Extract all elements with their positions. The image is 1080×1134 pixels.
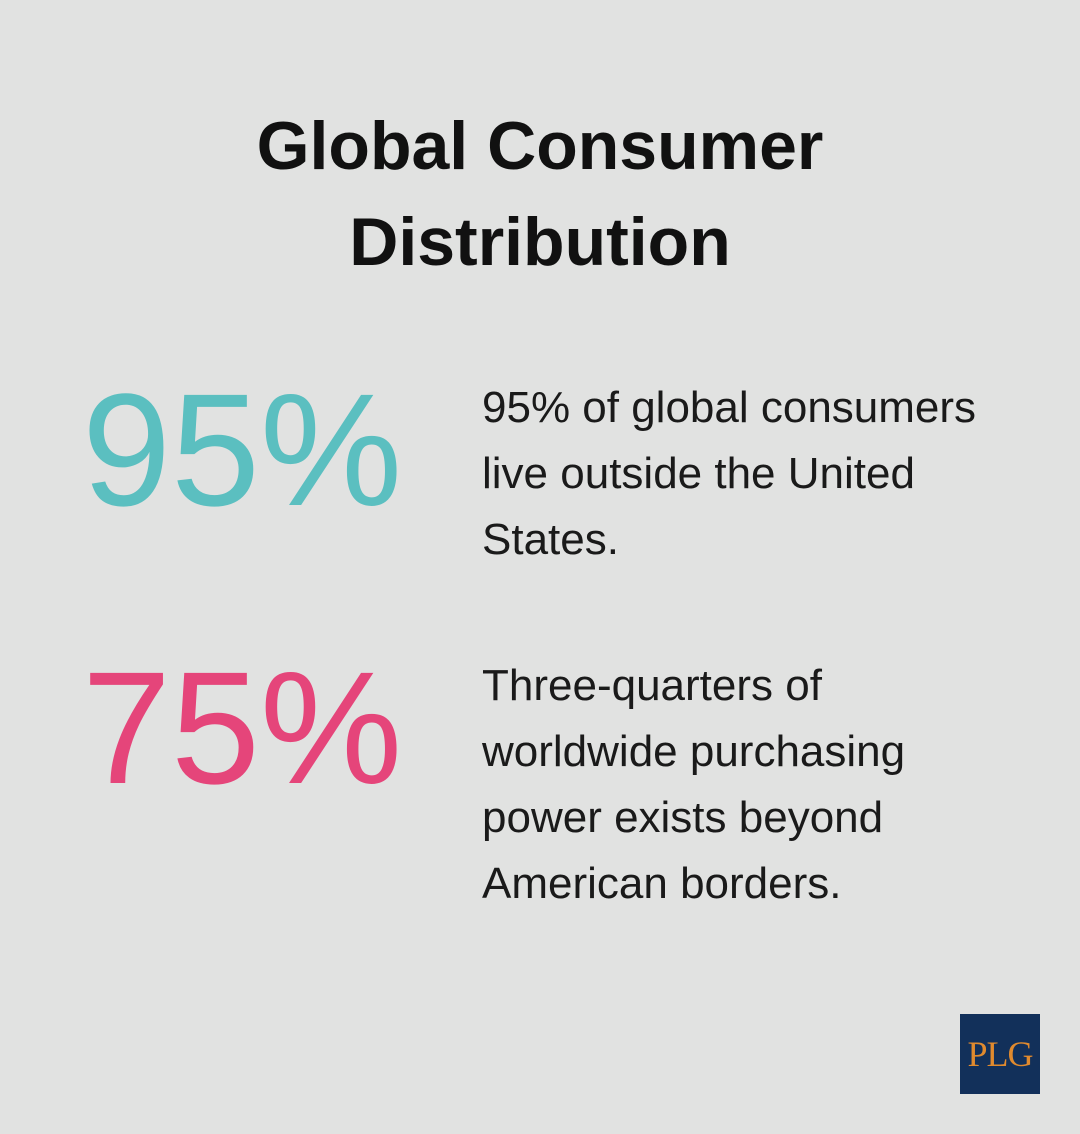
title: Global Consumer Distribution [256, 108, 824, 280]
stat-value: 75% [82, 638, 403, 817]
stat-text: Three-quarters of worldwide purchasing p… [482, 661, 906, 908]
logo: PLG [960, 1014, 1040, 1094]
stat-value: 95% [82, 360, 403, 539]
stat-text: 95% of global consumers live outside the… [482, 383, 977, 564]
